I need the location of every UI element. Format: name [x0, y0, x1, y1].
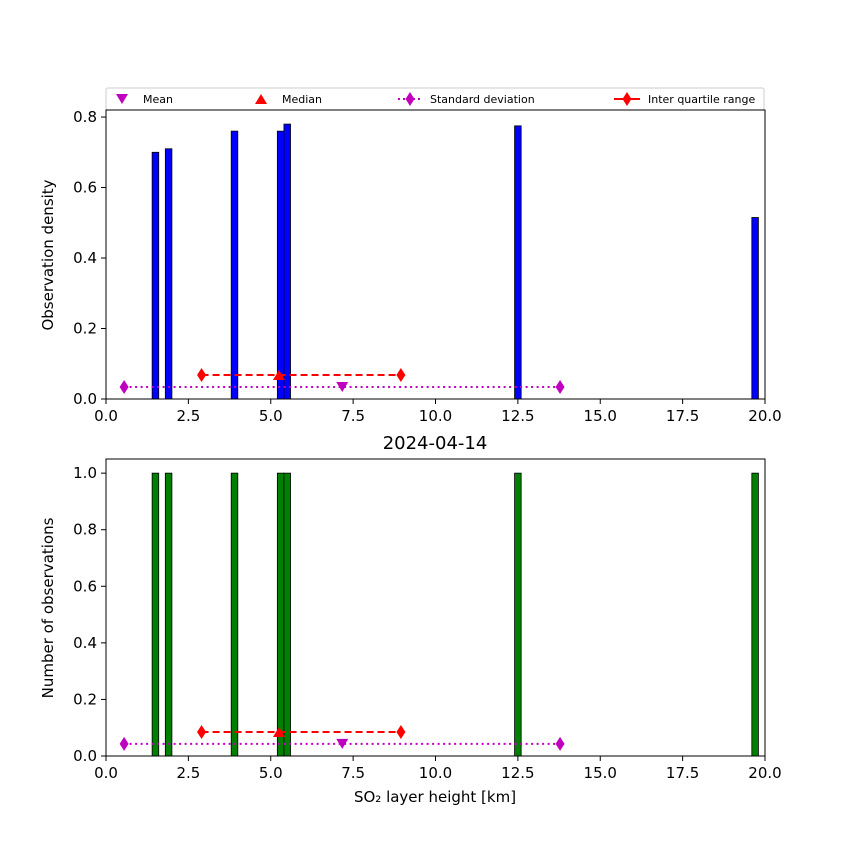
count-bar-2: [230, 472, 239, 757]
density-chart: 0.0 2.5 5.0 7.5 10.0 12.5 15.0 17.5 20.0 0.0 0.2 0.…: [73, 108, 782, 425]
count-x-tick-label-0: 0.0: [94, 764, 118, 782]
count-mean-marker: [336, 738, 349, 749]
density-bar-6: [751, 217, 759, 400]
density-y-axis-label: Observation density: [39, 179, 57, 330]
count-bar-4: [283, 472, 291, 757]
count-x-tick-label-1: 2.5: [176, 764, 200, 782]
count-bar-1: [164, 472, 173, 757]
density-x-tick-label-3: 7.5: [341, 407, 365, 425]
legend-mean-label: Mean: [143, 93, 173, 106]
count-bar-3: [276, 472, 285, 757]
density-std-start-marker: [119, 380, 129, 395]
count-x-tick-label-2: 5.0: [259, 764, 283, 782]
density-bar-5: [514, 125, 522, 400]
count-median-marker: [272, 726, 285, 737]
legend-entry-std: Standard deviation: [398, 92, 535, 106]
count-y-axis-label: Number of observations: [39, 517, 57, 698]
count-bar-6: [751, 472, 759, 757]
count-x-tick-label-6: 15.0: [584, 764, 617, 782]
count-chart: 0.0 2.5 5.0 7.5 10.0 12.5 15.0 17.5 20.0 0.0 0.2 0.…: [73, 458, 782, 782]
density-x-tick-label-8: 20.0: [748, 407, 781, 425]
legend-iqr-label: Inter quartile range: [648, 93, 755, 106]
count-x-tick-label-3: 7.5: [341, 764, 365, 782]
count-y-tick-label-0: 0.0: [73, 747, 97, 765]
density-median-marker: [272, 370, 285, 381]
density-y-tick-label-2: 0.4: [73, 249, 97, 267]
count-bar-0: [151, 472, 160, 757]
density-y-tick-label-4: 0.8: [73, 108, 97, 126]
legend-std-marker: [405, 92, 415, 106]
count-iqr-end-marker: [396, 724, 406, 739]
count-std-start-marker: [119, 736, 129, 751]
count-x-tick-label-5: 12.5: [501, 764, 534, 782]
density-bar-3: [276, 130, 285, 400]
count-bar-5: [514, 472, 522, 757]
density-y-tick-label-1: 0.2: [73, 320, 97, 338]
count-std-end-marker: [555, 736, 565, 751]
count-x-tick-label-7: 17.5: [666, 764, 699, 782]
density-bar-1: [164, 148, 173, 400]
density-bar-4: [283, 123, 291, 400]
legend-median-label: Median: [282, 93, 322, 106]
legend-mean-marker: [116, 94, 128, 104]
density-x-tick-label-0: 0.0: [94, 407, 118, 425]
legend-entry-iqr: Inter quartile range: [614, 92, 755, 106]
count-iqr-start-marker: [197, 724, 207, 739]
legend-iqr-marker: [622, 92, 632, 106]
legend-median-marker: [255, 94, 267, 104]
legend-std-label: Standard deviation: [430, 93, 535, 106]
count-y-tick-label-1: 0.2: [73, 690, 97, 708]
count-chart-title: 2024-04-14: [383, 433, 488, 454]
density-y-tick-label-0: 0.0: [73, 390, 97, 408]
count-y-tick-label-2: 0.4: [73, 634, 97, 652]
density-x-tick-label-4: 10.0: [419, 407, 452, 425]
density-x-tick-label-7: 17.5: [666, 407, 699, 425]
density-bar-0: [151, 151, 160, 400]
density-bar-2: [230, 130, 239, 400]
count-x-tick-label-4: 10.0: [419, 764, 452, 782]
density-x-tick-label-1: 2.5: [176, 407, 200, 425]
legend: Mean Median Standard deviation Inter qua…: [105, 87, 765, 111]
legend-entry-median: Median: [255, 93, 322, 106]
density-std-end-marker: [555, 380, 565, 395]
density-y-tick-label-3: 0.6: [73, 179, 97, 197]
legend-entry-mean: Mean: [116, 93, 173, 106]
count-x-tick-label-8: 20.0: [748, 764, 781, 782]
count-y-tick-label-3: 0.6: [73, 577, 97, 595]
count-y-tick-label-5: 1.0: [73, 464, 97, 482]
count-y-tick-label-4: 0.8: [73, 521, 97, 539]
count-x-axis-label: SO₂ layer height [km]: [354, 788, 516, 806]
density-iqr-end-marker: [396, 368, 406, 383]
density-iqr-start-marker: [197, 368, 207, 383]
density-x-tick-label-2: 5.0: [259, 407, 283, 425]
density-x-tick-label-6: 15.0: [584, 407, 617, 425]
density-x-tick-label-5: 12.5: [501, 407, 534, 425]
density-mean-marker: [336, 382, 349, 393]
